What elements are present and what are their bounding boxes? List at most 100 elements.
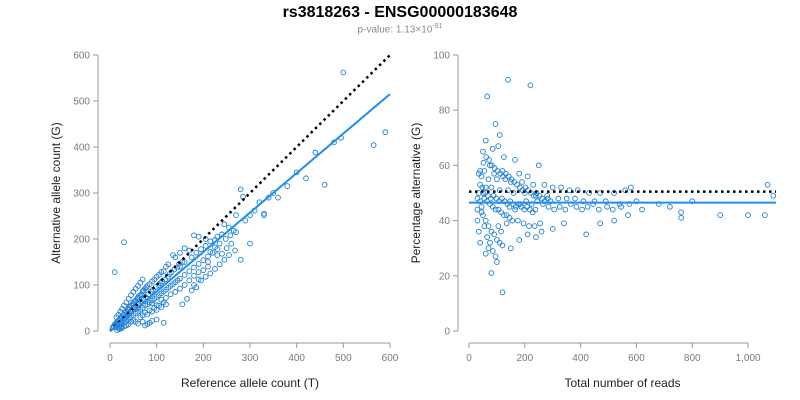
right-data-point [484,234,490,241]
right-data-point [591,198,598,205]
left-data-point [202,273,209,280]
left-y-tick-label: 400 [73,143,90,154]
left-data-point [207,238,214,245]
right-data-point [482,184,489,191]
left-data-point [143,284,150,291]
right-data-point [474,195,481,202]
right-data-point [628,184,634,191]
right-data-point [639,206,645,213]
left-data-point [139,318,146,325]
left-data-point [195,260,202,267]
left-data-point [181,272,188,278]
left-data-point [172,289,179,295]
right-data-point [477,198,484,205]
right-data-point [484,93,490,100]
right-data-point [616,201,623,207]
right-data-point [547,198,554,205]
right-data-point [625,212,631,218]
left-data-point [121,239,127,246]
right-data-point [493,195,500,202]
right-y-tick-label: 0 [444,327,450,338]
right-data-point [508,179,514,185]
right-data-point [513,203,519,210]
left-panel: 0 100 200 300 400 500 600 0 100 200 300 400 500 600 Re… [49,51,399,391]
pvalue-text: p-value: 1.13×10 [357,24,433,36]
right-y-tick-label: 80 [439,106,451,117]
right-data-point [595,206,602,213]
right-x-tick-label: 400 [572,353,589,364]
left-data-point [233,212,239,218]
right-data-point [496,132,503,138]
left-data-point [216,261,223,268]
right-data-point [488,228,495,235]
right-y-tick-label: 40 [439,216,451,227]
left-data-point [135,305,141,311]
left-data-point [340,69,347,76]
right-data-point [487,162,493,169]
right-data-point [482,217,489,224]
left-data-point [221,256,228,263]
left-data-point [303,175,309,182]
left-data-point [184,295,190,302]
left-data-point [195,269,202,275]
right-data-point [478,173,485,180]
left-data-point [155,282,162,288]
right-data-point [485,223,492,229]
right-data-point [549,184,556,191]
right-data-point [584,203,591,210]
left-data-point [111,269,118,275]
right-data-point [530,181,537,188]
right-data-point [490,192,497,199]
right-data-point [496,239,503,246]
left-data-point [193,249,200,256]
right-data-point [539,195,545,202]
right-y-tick-label: 60 [439,161,451,172]
right-data-point [499,195,505,202]
left-data-point [275,194,281,201]
left-data-point [237,256,244,263]
right-data-point [508,245,514,252]
right-data-point [558,184,564,191]
left-data-point [139,276,146,283]
left-x-tick-label: 500 [335,353,352,364]
left-data-point [207,270,214,277]
right-data-point [487,195,494,202]
left-data-point [195,276,202,283]
left-data-point [382,129,389,136]
right-data-point [580,198,587,205]
right-data-point [499,242,506,249]
left-data-point [242,217,249,224]
left-data-point [205,253,211,260]
right-data-point [516,184,523,191]
left-data-point [370,142,377,149]
left-y-tick-label: 0 [84,327,90,338]
right-data-point [689,198,696,205]
right-x-tick-label: 200 [516,353,533,364]
right-data-point [478,203,485,210]
right-data-point [521,206,528,213]
left-data-point [216,240,223,247]
left-data-point [223,245,230,252]
right-data-point [485,192,491,199]
left-data-point [181,259,188,265]
right-data-point [482,250,489,257]
right-data-point [535,162,542,169]
right-data-point [480,159,487,166]
right-data-point [529,209,536,216]
right-data-point [489,203,496,210]
right-data-point [555,195,562,202]
left-data-point [232,247,238,254]
left-data-point [284,183,291,189]
left-data-point [160,319,167,326]
left-data-point [163,301,169,308]
left-y-tick-label: 300 [73,189,90,200]
right-data-point [495,223,502,229]
left-y-axis-title: Alternative allele count (G) [49,122,63,263]
right-data-point [501,154,507,160]
pvalue-exponent: -91 [432,23,443,30]
right-data-point [512,157,518,163]
left-data-point [207,249,214,255]
left-data-point [205,259,211,265]
left-data-point [188,254,195,261]
right-data-point [523,198,530,205]
